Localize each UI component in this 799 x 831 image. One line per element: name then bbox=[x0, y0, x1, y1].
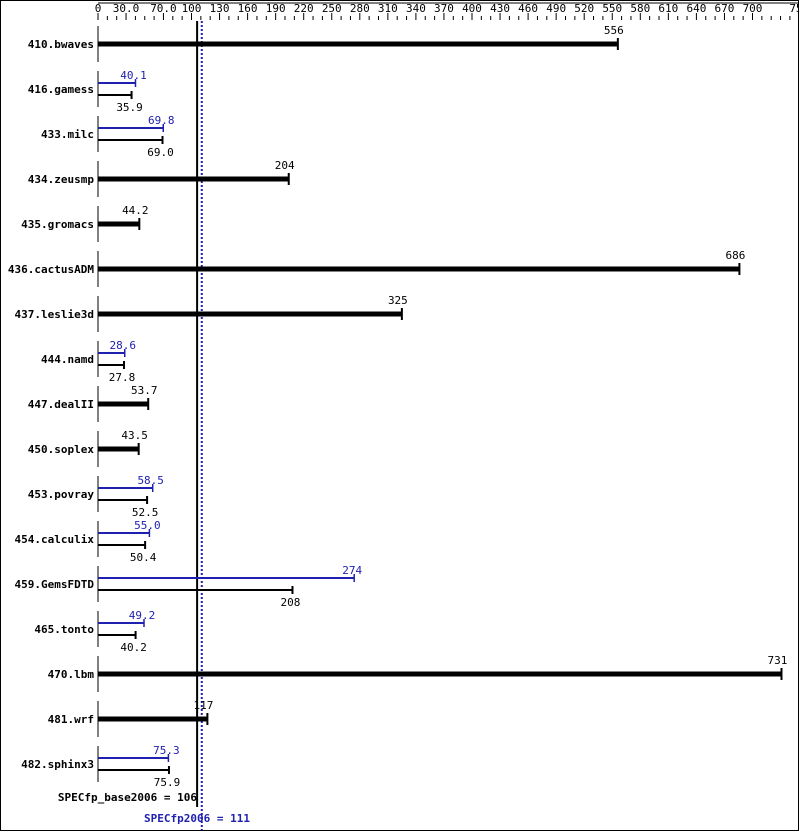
benchmark-label: 447.dealII bbox=[28, 398, 94, 411]
tick-label: 30.0 bbox=[113, 2, 140, 15]
tick-label: 550 bbox=[602, 2, 622, 15]
peak-value-label: 69.8 bbox=[148, 114, 175, 127]
peak-value-label: 58.5 bbox=[137, 474, 164, 487]
benchmark-label: 416.gamess bbox=[28, 83, 94, 96]
tick-label: 640 bbox=[686, 2, 706, 15]
base-value-label: 44.2 bbox=[122, 204, 149, 217]
base-value-label: 40.2 bbox=[120, 641, 147, 654]
tick-label: 580 bbox=[630, 2, 650, 15]
benchmark-label: 453.povray bbox=[28, 488, 95, 501]
tick-label: 0 bbox=[95, 2, 102, 15]
tick-label: 520 bbox=[574, 2, 594, 15]
tick-label: 220 bbox=[294, 2, 314, 15]
base-value-label: 731 bbox=[768, 654, 788, 667]
tick-label: 700 bbox=[743, 2, 763, 15]
tick-label: 670 bbox=[715, 2, 735, 15]
base-summary-label: SPECfp_base2006 = 106 bbox=[58, 791, 197, 804]
benchmark-label: 450.soplex bbox=[28, 443, 95, 456]
tick-label: 750 bbox=[789, 2, 798, 15]
peak-value-label: 75.3 bbox=[153, 744, 180, 757]
base-value-label: 50.4 bbox=[130, 551, 157, 564]
base-value-label: 52.5 bbox=[132, 506, 159, 519]
base-value-label: 556 bbox=[604, 24, 624, 37]
benchmark-label: 459.GemsFDTD bbox=[15, 578, 95, 591]
tick-label: 280 bbox=[350, 2, 370, 15]
base-value-label: 686 bbox=[725, 249, 745, 262]
tick-label: 130 bbox=[210, 2, 230, 15]
tick-label: 70.0 bbox=[150, 2, 177, 15]
tick-label: 610 bbox=[658, 2, 678, 15]
benchmark-label: 435.gromacs bbox=[21, 218, 94, 231]
peak-summary-label: SPECfp2006 = 111 bbox=[144, 812, 250, 825]
base-value-label: 43.5 bbox=[121, 429, 148, 442]
tick-label: 310 bbox=[378, 2, 398, 15]
benchmark-label: 481.wrf bbox=[48, 713, 94, 726]
tick-label: 490 bbox=[546, 2, 566, 15]
base-value-label: 53.7 bbox=[131, 384, 158, 397]
tick-label: 250 bbox=[322, 2, 342, 15]
base-value-label: 204 bbox=[275, 159, 295, 172]
benchmark-label: 436.cactusADM bbox=[8, 263, 94, 276]
benchmark-label: 434.zeusmp bbox=[28, 173, 95, 186]
tick-label: 400 bbox=[462, 2, 482, 15]
tick-label: 190 bbox=[266, 2, 286, 15]
peak-value-label: 49.2 bbox=[129, 609, 156, 622]
base-value-label: 69.0 bbox=[147, 146, 174, 159]
peak-value-label: 55.0 bbox=[134, 519, 161, 532]
base-value-label: 35.9 bbox=[116, 101, 143, 114]
base-value-label: 27.8 bbox=[109, 371, 136, 384]
benchmark-label: 410.bwaves bbox=[28, 38, 94, 51]
benchmark-label: 470.lbm bbox=[48, 668, 95, 681]
base-value-label: 208 bbox=[281, 596, 301, 609]
peak-value-label: 274 bbox=[342, 564, 362, 577]
benchmark-label: 444.namd bbox=[41, 353, 94, 366]
tick-label: 100 bbox=[182, 2, 202, 15]
base-value-label: 75.9 bbox=[154, 776, 181, 789]
tick-label: 160 bbox=[238, 2, 258, 15]
peak-value-label: 40.1 bbox=[120, 69, 147, 82]
benchmark-label: 465.tonto bbox=[34, 623, 94, 636]
benchmark-label: 454.calculix bbox=[15, 533, 95, 546]
benchmark-label: 433.milc bbox=[41, 128, 94, 141]
peak-value-label: 28.6 bbox=[109, 339, 136, 352]
base-value-label: 117 bbox=[193, 699, 213, 712]
benchmark-label: 437.leslie3d bbox=[15, 308, 94, 321]
tick-label: 460 bbox=[518, 2, 538, 15]
benchmark-label: 482.sphinx3 bbox=[21, 758, 94, 771]
base-value-label: 325 bbox=[388, 294, 408, 307]
tick-label: 430 bbox=[490, 2, 510, 15]
tick-label: 370 bbox=[434, 2, 454, 15]
tick-label: 340 bbox=[406, 2, 426, 15]
